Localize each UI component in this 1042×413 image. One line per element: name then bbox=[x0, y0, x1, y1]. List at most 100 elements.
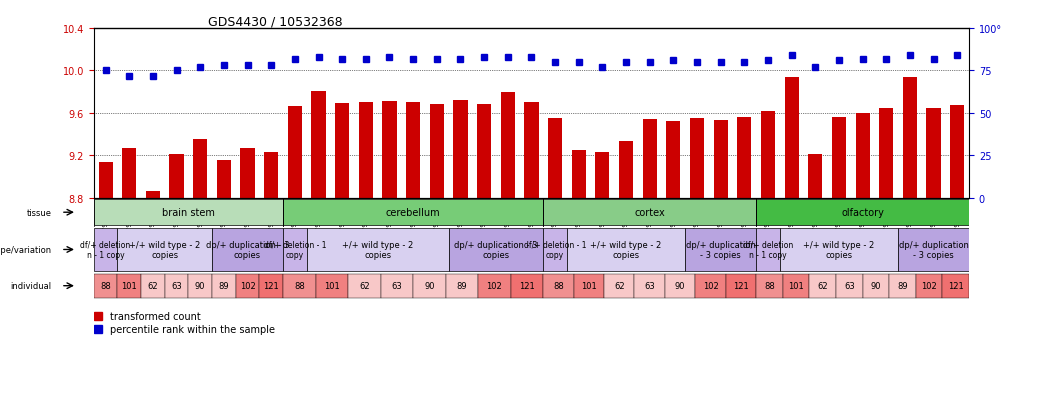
Bar bbox=[524, 103, 539, 198]
Bar bbox=[358, 103, 373, 198]
FancyBboxPatch shape bbox=[604, 274, 635, 298]
Text: brain stem: brain stem bbox=[162, 208, 215, 218]
FancyBboxPatch shape bbox=[449, 228, 543, 272]
FancyBboxPatch shape bbox=[94, 228, 118, 272]
Text: 62: 62 bbox=[614, 282, 624, 290]
Bar bbox=[193, 140, 207, 198]
FancyBboxPatch shape bbox=[306, 228, 449, 272]
Bar bbox=[429, 105, 444, 198]
Text: +/+ wild type - 2
copies: +/+ wild type - 2 copies bbox=[803, 240, 874, 259]
FancyBboxPatch shape bbox=[213, 228, 283, 272]
Text: 90: 90 bbox=[195, 282, 205, 290]
FancyBboxPatch shape bbox=[543, 274, 574, 298]
Text: transformed count: transformed count bbox=[110, 311, 201, 321]
Bar bbox=[809, 155, 822, 198]
Bar bbox=[643, 120, 656, 198]
Bar bbox=[336, 104, 349, 198]
Bar bbox=[738, 118, 751, 198]
Bar bbox=[548, 119, 563, 198]
Text: 121: 121 bbox=[948, 282, 964, 290]
FancyBboxPatch shape bbox=[213, 274, 235, 298]
Text: 89: 89 bbox=[219, 282, 229, 290]
Text: 88: 88 bbox=[764, 282, 775, 290]
FancyBboxPatch shape bbox=[665, 274, 695, 298]
Bar bbox=[477, 105, 491, 198]
FancyBboxPatch shape bbox=[916, 274, 942, 298]
Text: 62: 62 bbox=[817, 282, 828, 290]
Bar bbox=[572, 151, 586, 198]
Bar bbox=[690, 119, 704, 198]
Text: 63: 63 bbox=[844, 282, 854, 290]
Text: 63: 63 bbox=[644, 282, 655, 290]
Bar bbox=[217, 160, 231, 198]
Text: 101: 101 bbox=[121, 282, 138, 290]
Text: GDS4430 / 10532368: GDS4430 / 10532368 bbox=[207, 16, 342, 29]
FancyBboxPatch shape bbox=[165, 274, 189, 298]
Bar bbox=[170, 155, 183, 198]
Text: 102: 102 bbox=[702, 282, 718, 290]
Text: dp/+ duplication - 3
copies: dp/+ duplication - 3 copies bbox=[454, 240, 538, 259]
Bar bbox=[785, 78, 799, 198]
Bar bbox=[761, 112, 775, 198]
FancyBboxPatch shape bbox=[567, 228, 686, 272]
FancyBboxPatch shape bbox=[836, 274, 863, 298]
Bar bbox=[879, 108, 893, 198]
FancyBboxPatch shape bbox=[725, 274, 756, 298]
Text: df/+ deletion - 1
copy: df/+ deletion - 1 copy bbox=[524, 240, 587, 259]
FancyBboxPatch shape bbox=[235, 274, 259, 298]
FancyBboxPatch shape bbox=[543, 228, 567, 272]
FancyBboxPatch shape bbox=[783, 274, 810, 298]
Text: +/+ wild type - 2
copies: +/+ wild type - 2 copies bbox=[129, 240, 200, 259]
Bar bbox=[241, 149, 254, 198]
FancyBboxPatch shape bbox=[141, 274, 165, 298]
FancyBboxPatch shape bbox=[779, 228, 898, 272]
Text: 90: 90 bbox=[424, 282, 435, 290]
Bar bbox=[500, 93, 515, 198]
Text: tissue: tissue bbox=[27, 208, 52, 217]
Bar bbox=[312, 91, 325, 198]
FancyBboxPatch shape bbox=[511, 274, 543, 298]
Text: dp/+ duplication - 3
copies: dp/+ duplication - 3 copies bbox=[206, 240, 290, 259]
Text: 121: 121 bbox=[734, 282, 749, 290]
FancyBboxPatch shape bbox=[810, 274, 836, 298]
Bar bbox=[406, 103, 420, 198]
Bar bbox=[902, 78, 917, 198]
Text: 88: 88 bbox=[553, 282, 564, 290]
FancyBboxPatch shape bbox=[283, 274, 316, 298]
FancyBboxPatch shape bbox=[316, 274, 348, 298]
FancyBboxPatch shape bbox=[686, 228, 756, 272]
Bar bbox=[950, 106, 964, 198]
Bar bbox=[264, 153, 278, 198]
Text: 90: 90 bbox=[871, 282, 882, 290]
Text: 121: 121 bbox=[519, 282, 535, 290]
Text: 102: 102 bbox=[240, 282, 255, 290]
Text: 90: 90 bbox=[675, 282, 686, 290]
Text: +/+ wild type - 2
copies: +/+ wild type - 2 copies bbox=[342, 240, 414, 259]
Bar bbox=[122, 149, 137, 198]
Bar bbox=[855, 114, 870, 198]
FancyBboxPatch shape bbox=[94, 200, 283, 225]
Bar bbox=[926, 108, 941, 198]
Bar bbox=[666, 122, 680, 198]
Text: cortex: cortex bbox=[635, 208, 665, 218]
Text: 121: 121 bbox=[264, 282, 279, 290]
FancyBboxPatch shape bbox=[348, 274, 380, 298]
FancyBboxPatch shape bbox=[889, 274, 916, 298]
FancyBboxPatch shape bbox=[543, 200, 756, 225]
Text: 89: 89 bbox=[456, 282, 467, 290]
FancyBboxPatch shape bbox=[283, 200, 543, 225]
Text: 88: 88 bbox=[294, 282, 304, 290]
FancyBboxPatch shape bbox=[635, 274, 665, 298]
Bar bbox=[595, 153, 610, 198]
FancyBboxPatch shape bbox=[413, 274, 446, 298]
FancyBboxPatch shape bbox=[189, 274, 213, 298]
Bar bbox=[99, 162, 113, 198]
Bar bbox=[453, 101, 468, 198]
FancyBboxPatch shape bbox=[283, 228, 306, 272]
FancyBboxPatch shape bbox=[898, 228, 969, 272]
Text: 88: 88 bbox=[100, 282, 111, 290]
Text: percentile rank within the sample: percentile rank within the sample bbox=[110, 324, 275, 335]
FancyBboxPatch shape bbox=[756, 228, 779, 272]
Text: +/+ wild type - 2
copies: +/+ wild type - 2 copies bbox=[591, 240, 662, 259]
FancyBboxPatch shape bbox=[94, 274, 118, 298]
